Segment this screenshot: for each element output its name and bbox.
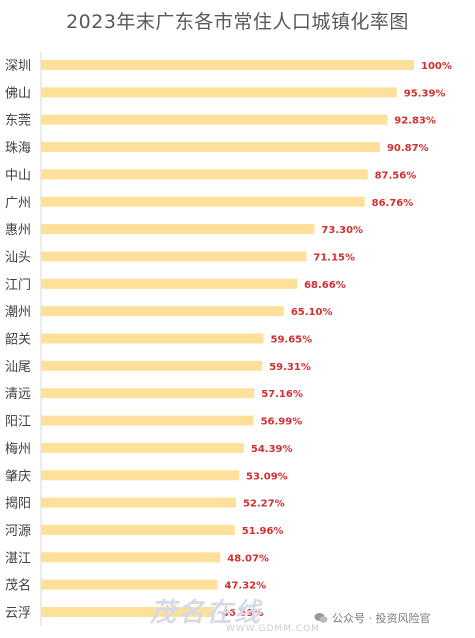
- bar: [41, 360, 263, 371]
- category-label: 广州: [5, 196, 31, 211]
- data-label: 59.31%: [269, 362, 311, 373]
- data-label: 57.16%: [261, 389, 303, 400]
- data-label: 100%: [421, 61, 452, 72]
- bar: [41, 470, 240, 481]
- category-label: 河源: [5, 524, 31, 539]
- category-label: 茂名: [5, 578, 31, 594]
- category-label: 江门: [5, 278, 31, 293]
- category-label: 湛江: [5, 551, 31, 566]
- wechat-account-label: 公众号 · 投资风险官: [314, 610, 431, 626]
- bar: [41, 224, 315, 235]
- watermark-logo: 茂名在线: [150, 598, 263, 628]
- data-label: 65.10%: [291, 307, 333, 318]
- bar: [41, 442, 244, 453]
- category-label: 惠州: [5, 223, 31, 238]
- data-label: 53.09%: [246, 471, 288, 482]
- bar: [41, 60, 414, 70]
- category-label: 汕头: [5, 250, 31, 265]
- bar: [41, 169, 368, 180]
- category-label: 珠海: [5, 141, 31, 156]
- category-label: 阳江: [5, 415, 31, 430]
- category-label: 潮州: [5, 305, 31, 320]
- bar: [41, 196, 365, 207]
- category-label: 汕尾: [5, 360, 31, 375]
- data-label: 54.39%: [251, 444, 293, 455]
- category-label: 清远: [5, 387, 31, 402]
- data-label: 51.96%: [242, 526, 284, 537]
- bar: [41, 552, 221, 563]
- data-label: 90.87%: [387, 143, 429, 154]
- chart-title: 2023年末广东各市常住人口城镇化率图: [66, 11, 409, 33]
- category-label: 中山: [5, 168, 31, 183]
- bar: [41, 388, 255, 399]
- data-label: 46.59%: [222, 608, 264, 619]
- category-label: 揭阳: [5, 497, 31, 512]
- bar: [41, 306, 284, 317]
- category-label: 云浮: [5, 606, 31, 621]
- category-label: 梅州: [5, 442, 31, 457]
- bar: [41, 579, 218, 590]
- data-labels: 100% 95.39% 92.83% 90.87% 87.56% 86.76% 73.30%…: [222, 61, 452, 619]
- data-label: 48.07%: [227, 553, 269, 564]
- category-label: 韶关: [5, 332, 31, 348]
- data-label: 59.65%: [270, 335, 312, 346]
- bar: [41, 251, 307, 262]
- category-label: 东莞: [5, 114, 31, 129]
- category-label: 佛山: [5, 86, 31, 101]
- bar: [41, 415, 254, 426]
- bar: [41, 142, 380, 153]
- data-label: 92.83%: [394, 116, 436, 127]
- data-label: 95.39%: [404, 88, 446, 99]
- category-label: 深圳: [5, 59, 31, 74]
- wechat-icon: [314, 613, 328, 623]
- category-label: 肇庆: [5, 469, 31, 484]
- data-label: 56.99%: [261, 417, 303, 428]
- watermark-url: WWW.GDMM.COM: [226, 624, 320, 634]
- bar: [41, 114, 388, 125]
- category-labels: 深圳佛山东莞珠海中山广州惠州汕头江门潮州韶关汕尾清远阳江梅州肇庆揭阳河源湛江茂名…: [5, 59, 31, 621]
- bar: [41, 497, 236, 508]
- bar: [41, 607, 215, 617]
- bars: [41, 60, 414, 617]
- data-label: 71.15%: [313, 252, 355, 263]
- bar: [41, 278, 298, 289]
- data-label: 68.66%: [304, 280, 346, 291]
- bar: [41, 333, 264, 344]
- data-label: 86.76%: [372, 198, 414, 209]
- account-name: 公众号 · 投资风险官: [332, 612, 431, 625]
- data-label: 52.27%: [243, 499, 285, 510]
- data-label: 73.30%: [321, 225, 363, 236]
- data-label: 47.32%: [225, 581, 267, 592]
- bar: [41, 87, 397, 98]
- bar: [41, 524, 235, 535]
- data-label: 87.56%: [375, 170, 417, 181]
